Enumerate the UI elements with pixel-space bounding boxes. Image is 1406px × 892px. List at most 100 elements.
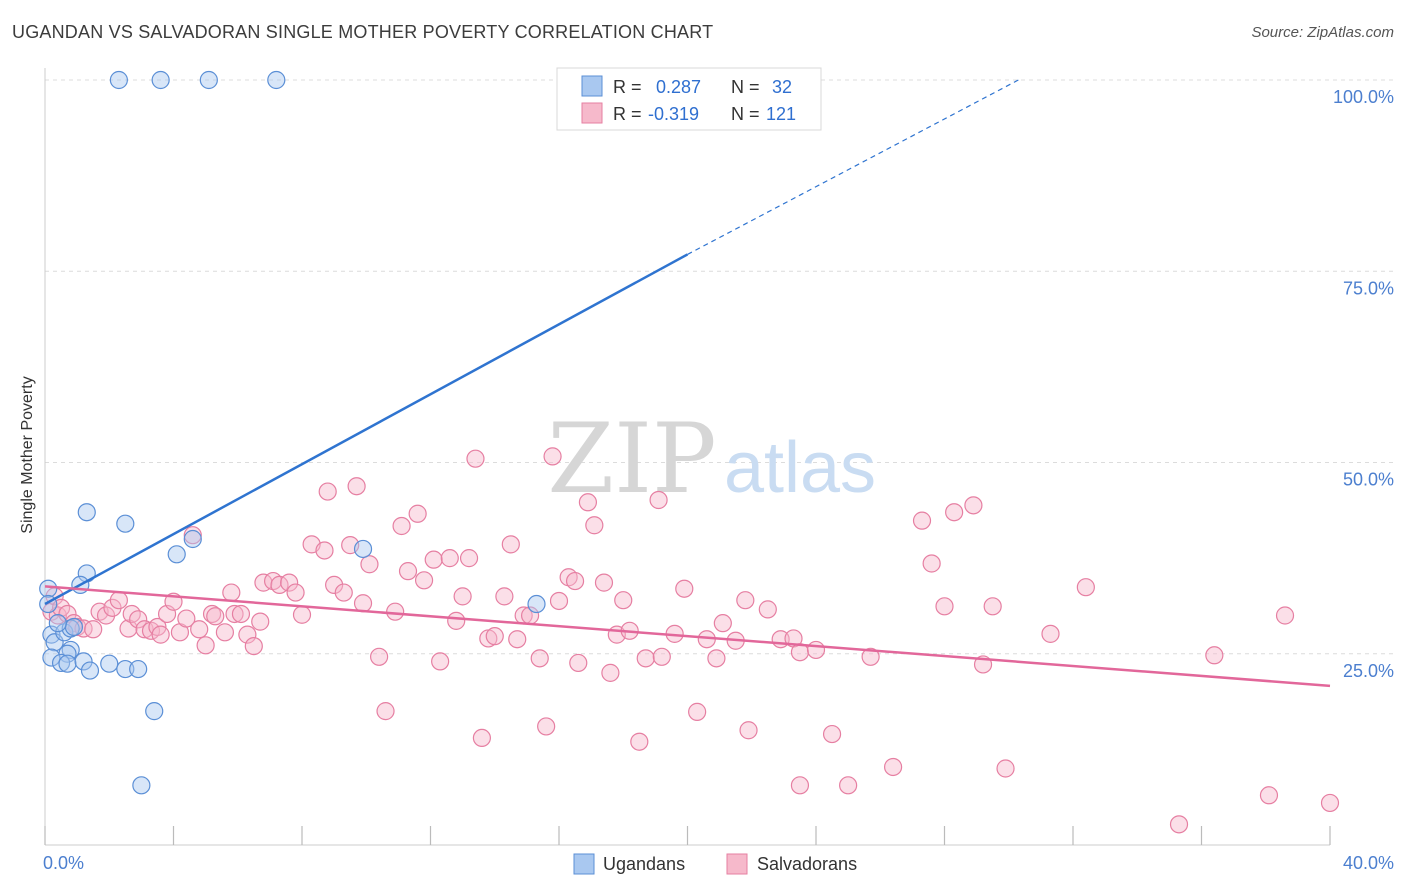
salvadorans-point-28	[206, 607, 225, 626]
salvadorans-point-53	[386, 602, 405, 621]
salvadorans-point-68	[495, 587, 514, 606]
ugandans-point-1	[151, 70, 170, 90]
grid-lines	[45, 79, 1394, 655]
salvadorans-point-112	[935, 597, 954, 616]
salvadorans-swatch	[581, 102, 603, 124]
salvadorans-point-34	[244, 636, 263, 656]
salvadorans-point-19	[151, 625, 170, 644]
salvadorans-point-58	[424, 550, 443, 569]
salvadorans-point-65	[472, 728, 491, 748]
salvadorans-point-45	[325, 575, 344, 595]
y-tick-label-2: 75.0%	[1343, 278, 1394, 298]
salvadorans-point-63	[459, 549, 479, 568]
ugandans-point-8	[353, 539, 373, 559]
source-credit: Source: ZipAtlas.com	[1251, 24, 1394, 41]
x-tick-label-1: 40.0%	[1343, 853, 1394, 873]
salvadorans-point-67	[485, 627, 504, 646]
salvadorans-point-39	[280, 573, 299, 592]
y-tick-label-0: 25.0%	[1343, 661, 1394, 681]
salvadorans-point-107	[839, 776, 858, 795]
chart-title: UGANDAN VS SALVADORAN SINGLE MOTHER POVE…	[12, 22, 714, 42]
salvadorans-point-25	[190, 620, 209, 639]
salvadorans-point-80	[578, 493, 598, 512]
ugandans-point-7	[167, 545, 186, 564]
salvadorans-point-73	[530, 649, 549, 668]
salvadorans-point-95	[707, 649, 726, 668]
ugandans-point-4	[77, 503, 96, 522]
salvadorans-point-31	[225, 604, 244, 624]
ugandans-point-23	[80, 661, 100, 680]
salvadorans-point-121	[1205, 646, 1224, 665]
salvadorans-point-62	[453, 587, 472, 606]
salvadorans-point-90	[652, 647, 671, 666]
salvadorans-point-44	[318, 482, 337, 501]
salvadorans-point-13	[119, 619, 138, 638]
salvadorans-point-105	[806, 640, 826, 660]
salvadorans-points	[42, 447, 1340, 834]
ugandans-point-20	[51, 653, 71, 673]
trend-lines	[44, 79, 1331, 688]
legend-r-label-2: R =	[613, 104, 642, 124]
series-legend: Ugandans Salvadorans	[573, 853, 857, 875]
salvadorans-point-124	[1320, 793, 1340, 813]
watermark-zip: ZIP	[547, 403, 716, 515]
salvadorans-point-117	[996, 759, 1015, 778]
ugandans-point-27	[145, 702, 164, 721]
salvadorans-point-27	[202, 604, 222, 624]
ugandans-point-5	[116, 514, 135, 533]
legend-ugandans-swatch	[573, 853, 595, 875]
salvadorans-point-61	[447, 611, 466, 630]
salvadorans-point-43	[315, 541, 334, 560]
salvadorans-point-26	[196, 636, 215, 655]
x-tick-label-0: 0.0%	[43, 853, 84, 873]
salvadorans-point-108	[861, 647, 880, 666]
salvadorans-point-122	[1259, 786, 1279, 805]
salvadorans-point-40	[286, 583, 305, 602]
salvadorans-point-15	[129, 610, 148, 629]
salvadorans-point-88	[636, 649, 655, 668]
ugandans-points	[39, 70, 546, 795]
salvadorans-point-51	[370, 647, 389, 666]
salvadorans-point-29	[215, 623, 234, 642]
ugandans-point-24	[100, 654, 119, 673]
salvadorans-point-123	[1275, 606, 1295, 625]
y-tick-label-1: 50.0%	[1343, 470, 1394, 490]
salvadorans-point-70	[508, 630, 527, 649]
salvadorans-point-69	[501, 535, 520, 554]
legend-salvadorans-swatch	[726, 853, 748, 875]
legend-ugandans-label: Ugandans	[603, 854, 685, 874]
salvadorans-point-104	[790, 776, 810, 795]
salvadorans-point-87	[630, 732, 649, 751]
salvadorans-point-98	[736, 591, 755, 610]
salvadorans-point-49	[353, 594, 373, 613]
y-tick-label-3: 100.0%	[1333, 87, 1394, 107]
salvadorans-point-75	[543, 447, 562, 466]
salvadorans-point-8	[84, 620, 103, 639]
salvadorans-point-99	[739, 721, 758, 740]
salvadorans-point-30	[222, 583, 241, 602]
salvadorans-point-85	[614, 591, 633, 610]
axes	[44, 68, 1331, 846]
salvadorans-point-54	[392, 516, 411, 536]
legend-n-value-1: 32	[772, 77, 792, 97]
salvadorans-point-59	[431, 652, 450, 671]
salvadorans-point-83	[601, 663, 620, 682]
salvadorans-point-114	[964, 496, 983, 515]
ugandans-point-19	[42, 648, 61, 667]
watermark-atlas: atlas	[724, 428, 876, 508]
salvadorans-point-56	[408, 504, 427, 523]
salvadorans-point-119	[1076, 578, 1095, 597]
salvadorans-point-35	[251, 612, 270, 631]
ugandans-point-31	[48, 614, 67, 633]
salvadorans-point-57	[414, 571, 434, 590]
ugandans-point-22	[74, 652, 93, 671]
salvadorans-point-55	[398, 562, 418, 581]
ugandans-swatch	[581, 75, 603, 97]
salvadorans-point-32	[231, 604, 251, 624]
salvadorans-point-93	[688, 702, 707, 721]
salvadorans-point-118	[1041, 624, 1060, 643]
salvadorans-point-60	[440, 549, 459, 568]
salvadorans-point-113	[945, 503, 964, 522]
ugandans-point-21	[58, 654, 77, 673]
salvadorans-point-12	[109, 591, 128, 610]
